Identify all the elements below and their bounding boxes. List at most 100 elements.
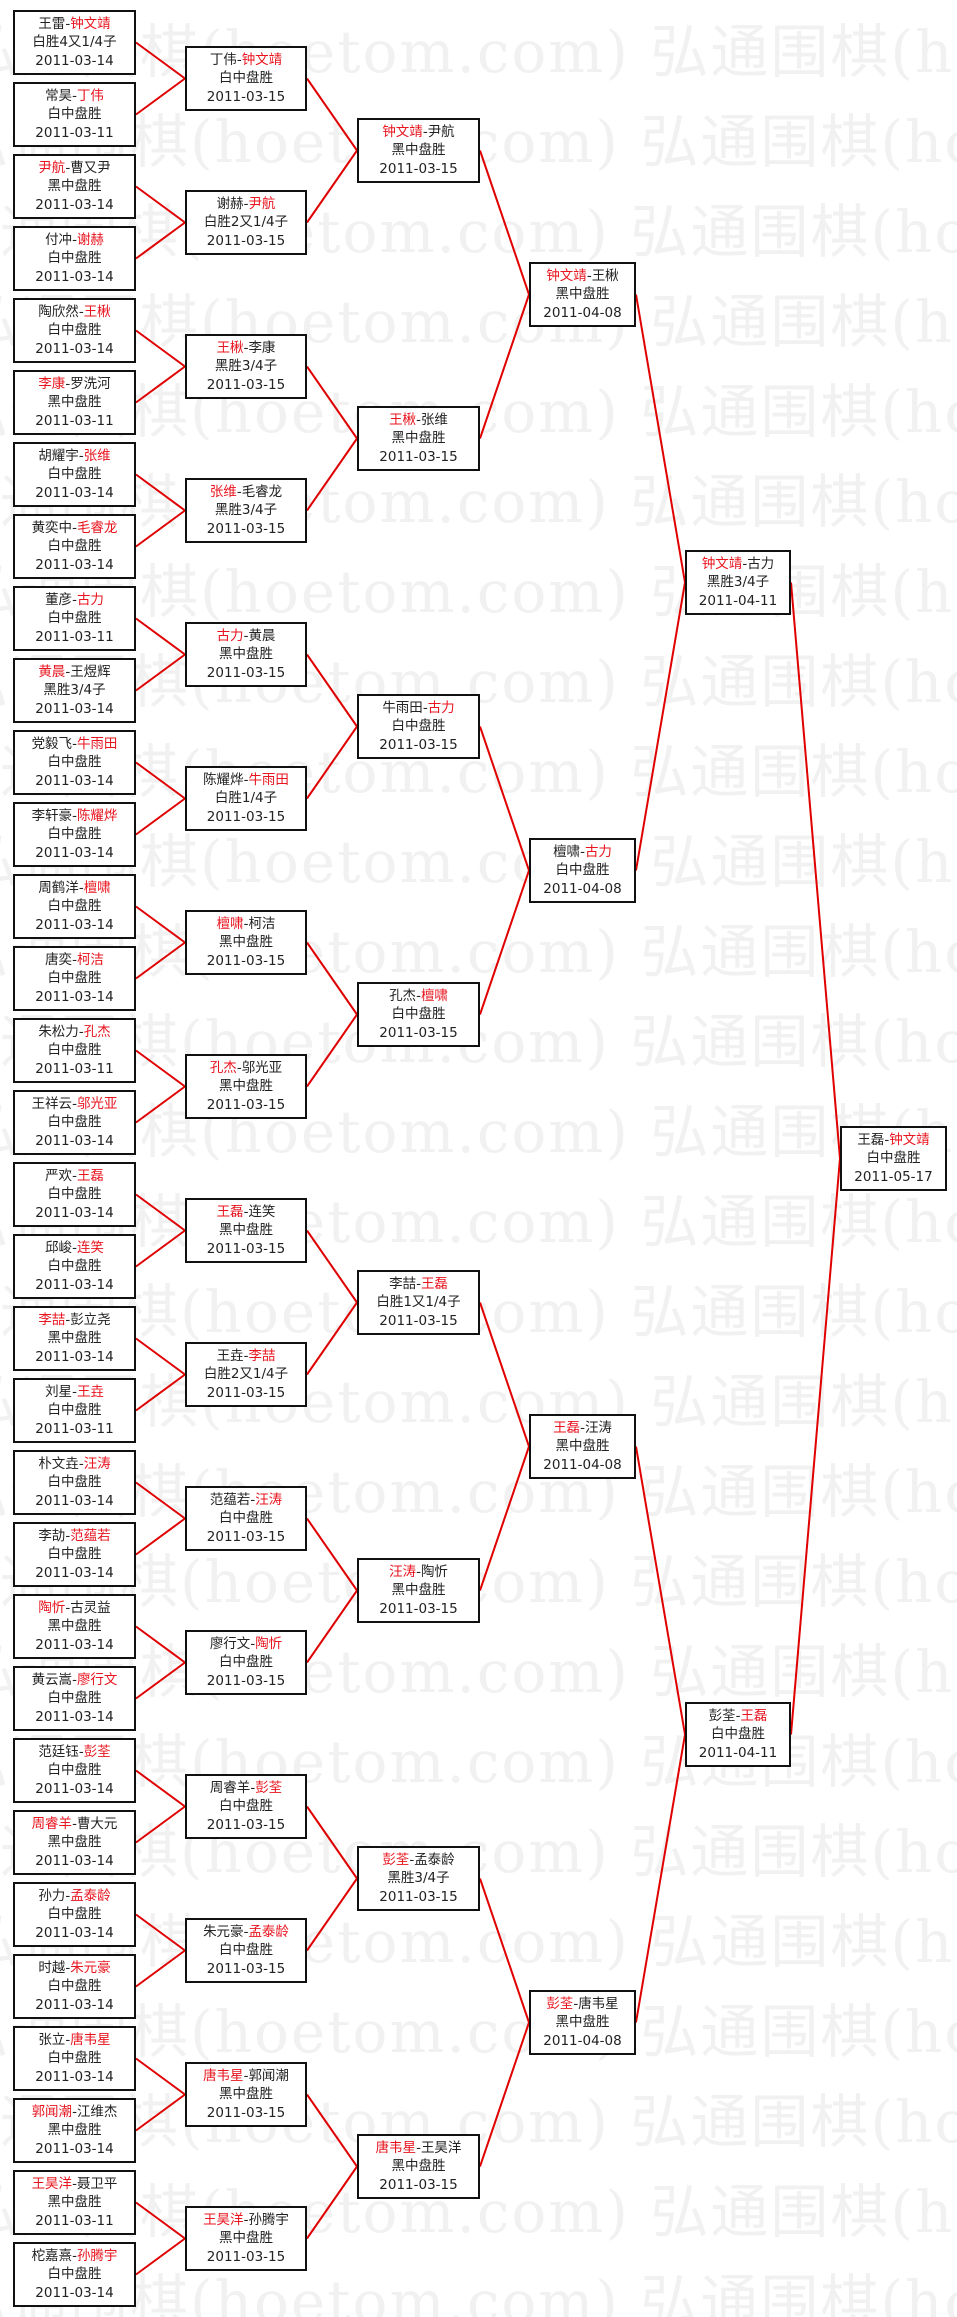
match-box: 王昊洋-孙腾宇 黑中盘胜 2011-03-15 [185,2206,307,2271]
player-black: 王磊 [553,1419,581,1436]
player-white: 孟泰龄 [70,1887,111,1904]
match-result: 白中盘胜 [47,2050,102,2067]
player-black: 黄奕中 [31,519,73,536]
player-white: 古力 [427,699,455,716]
bracket-connector-line [306,653,358,728]
match-date: 2011-04-08 [543,880,622,897]
match-date: 2011-03-15 [206,808,286,825]
player-black: 常昊 [45,87,73,104]
bracket-connector-line [306,149,358,224]
player-white: 檀啸 [83,879,111,896]
separator: - [243,1347,249,1364]
player-white: 连笑 [248,1203,276,1220]
separator: - [236,51,242,68]
bracket-connector-line [306,2165,358,2240]
match-result: 白中盘胜 [47,1762,102,1779]
match-box: 胡耀宇-张维 白中盘胜 2011-03-14 [13,442,136,507]
player-black: 彭荃 [708,1707,736,1724]
player-black: 孔杰 [209,1059,237,1076]
match-date: 2011-03-15 [206,664,286,681]
bracket-connector-line [135,41,186,80]
player-white: 柯洁 [248,915,276,932]
separator: - [422,699,428,716]
bracket-connector-line [306,1517,358,1592]
player-white: 王磊 [76,1167,104,1184]
match-box: 邱峻-连笑 白中盘胜 2011-03-14 [13,1234,136,1299]
watermark-text: 弘通围棋(hoetom.com) 弘通围棋(hoetom.com) 弘通围棋(h… [0,918,957,986]
player-white: 陈耀烨 [76,807,118,824]
separator: - [416,2139,421,2156]
player-black: 王雷 [38,15,66,32]
players-line: 王雷-钟文靖 [38,15,110,34]
match-result: 黑中盘胜 [219,1078,273,1095]
match-result: 黑中盘胜 [219,646,273,663]
player-white: 尹航 [427,123,455,140]
match-result: 黑中盘胜 [555,1438,610,1455]
match-box: 王垚-李喆 白胜2又1/4子 2011-03-15 [185,1342,307,1407]
player-black: 范蕴若 [209,1491,251,1508]
match-result: 黑中盘胜 [47,178,102,195]
match-box: 谢赫-尹航 白胜2又1/4子 2011-03-15 [185,190,307,255]
bracket-connector-line [479,294,530,439]
match-result: 白中盘胜 [47,1474,102,1491]
match-result: 黑中盘胜 [47,394,102,411]
player-white: 檀啸 [420,987,448,1004]
players-line: 时越-朱元豪 [38,1959,110,1978]
separator: - [78,1023,84,1040]
bracket-connector-line [135,1661,186,1700]
player-white: 彭立尧 [70,1311,111,1328]
match-box: 钟文靖-尹航 黑中盘胜 2011-03-15 [357,118,480,183]
match-date: 2011-03-14 [35,1276,114,1293]
separator: - [65,1599,71,1616]
match-box: 王楸-李康 黑胜3/4子 2011-03-15 [185,334,307,399]
player-black: 董彦 [45,591,73,608]
match-result: 白中盘胜 [391,718,446,735]
bracket-connector-line [306,1013,358,1088]
match-date: 2011-03-14 [35,1348,114,1365]
watermark-text: 弘通围棋(hoetom.com) 弘通围棋(hoetom.com) 弘通围棋(h… [0,558,957,626]
player-white: 邬光亚 [76,1095,118,1112]
separator: - [416,1563,421,1580]
bracket-connector-line [306,1877,358,1952]
bracket-connector-line [306,437,358,512]
player-white: 王磊 [420,1275,448,1292]
match-box: 黄奕中-毛睿龙 白中盘胜 2011-03-14 [13,514,136,579]
bracket-connector-line [135,2057,186,2096]
match-result: 白中盘胜 [47,898,102,915]
separator: - [72,2175,77,2192]
players-line: 王祥云-邬光亚 [32,1095,118,1114]
match-result: 白中盘胜 [47,1042,102,1059]
match-date: 2011-03-14 [35,1708,114,1725]
players-line: 唐韦星-郭闻潮 [203,2067,289,2086]
player-black: 张维 [209,483,237,500]
watermark-text: 弘通围棋(hoetom.com) 弘通围棋(hoetom.com) 弘通围棋(h… [0,2268,957,2317]
player-white: 汪涛 [584,1419,612,1436]
players-line: 汪涛-陶忻 [389,1563,448,1582]
separator: - [742,555,748,572]
player-black: 唐奕 [45,951,73,968]
separator: - [72,231,77,248]
separator: - [580,843,585,860]
separator: - [72,1239,77,1256]
match-result: 白中盘胜 [47,1978,102,1995]
match-box: 周睿羊-彭荃 白中盘胜 2011-03-15 [185,1774,307,1839]
players-line: 钟文靖-尹航 [382,123,454,142]
player-white: 孔杰 [83,1023,111,1040]
match-box: 时越-朱元豪 白中盘胜 2011-03-14 [13,1954,136,2019]
bracket-connector-line [135,941,186,980]
match-date: 2011-03-15 [206,1384,286,1401]
match-result: 黑中盘胜 [47,1618,102,1635]
player-white: 牛雨田 [248,771,289,788]
match-date: 2011-03-11 [35,1060,114,1077]
player-black: 黄云嵩 [31,1671,73,1688]
bracket-connector-line [306,1301,358,1376]
match-box: 王雷-钟文靖 白胜4又1/4子 2011-03-14 [13,10,136,75]
bracket-connector-line [306,725,358,800]
match-result: 黑中盘胜 [391,430,446,447]
match-date: 2011-03-14 [35,700,114,717]
bracket-connector-line [135,1337,186,1376]
players-line: 廖行文-陶忻 [210,1635,282,1654]
separator: - [243,2067,249,2084]
player-white: 孟泰龄 [248,1923,289,1940]
match-box: 彭荃-孟泰龄 黑胜3/4子 2011-03-15 [357,1846,480,1911]
